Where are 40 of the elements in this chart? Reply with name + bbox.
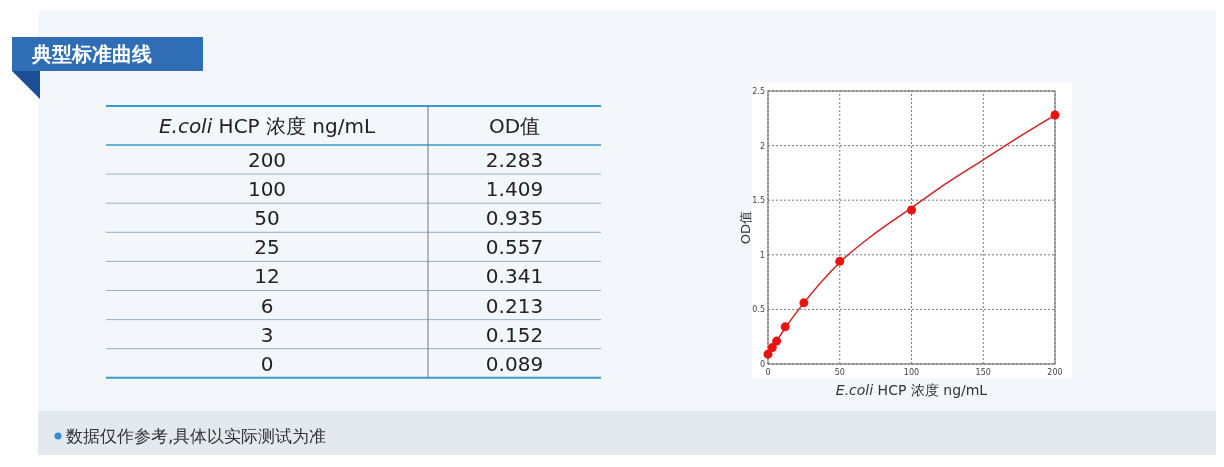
category-label: 12 xyxy=(254,264,280,289)
point xyxy=(907,205,916,215)
y-tick-label: 1 xyxy=(759,250,765,260)
data-label: 0.213 xyxy=(485,293,544,318)
point xyxy=(799,298,809,308)
category-label: 6 xyxy=(260,293,274,318)
y-tick-label: 1.5 xyxy=(752,196,765,206)
point xyxy=(772,336,782,346)
text: 典型标准曲线 xyxy=(31,42,152,66)
category-label: 3 xyxy=(260,322,274,347)
data-label: 0.341 xyxy=(485,264,544,289)
x-tick-label: 200 xyxy=(1047,368,1063,377)
x-tick-label: 0 xyxy=(765,368,771,377)
text: E.coli HCP 浓度 ng/mL xyxy=(158,114,376,138)
data-label: 0.935 xyxy=(485,206,544,231)
data-label: 0.089 xyxy=(485,351,544,376)
y-tick-label: 2.5 xyxy=(752,87,765,96)
category-label: 200 xyxy=(247,148,287,172)
data-label: 0.557 xyxy=(485,235,544,260)
point xyxy=(767,343,777,353)
category-label: 50 xyxy=(254,206,280,231)
point xyxy=(835,256,845,266)
y-axis-title: OD值 xyxy=(738,210,753,245)
x-tick-label: 100 xyxy=(903,368,920,377)
point xyxy=(780,322,790,332)
text: 数据仅作参考,具体以实际测试为准 xyxy=(66,426,327,446)
x-axis-title: E.coli HCP 浓度 ng/mL xyxy=(835,382,988,398)
data-label: 1.409 xyxy=(485,177,544,202)
category-label: 100 xyxy=(247,177,287,202)
y-tick-label: 2 xyxy=(759,141,765,151)
category-label: 25 xyxy=(254,235,280,260)
text: OD值 xyxy=(488,114,541,138)
data-label: 2.283 xyxy=(485,148,544,172)
y-tick-label: 0.5 xyxy=(752,305,765,315)
y-tick-label: 0 xyxy=(759,360,765,369)
point xyxy=(763,349,773,359)
x-tick-label: 50 xyxy=(834,368,845,377)
point xyxy=(1050,110,1060,120)
data-label: 0.152 xyxy=(485,322,544,347)
x-tick-label: 150 xyxy=(975,368,991,377)
